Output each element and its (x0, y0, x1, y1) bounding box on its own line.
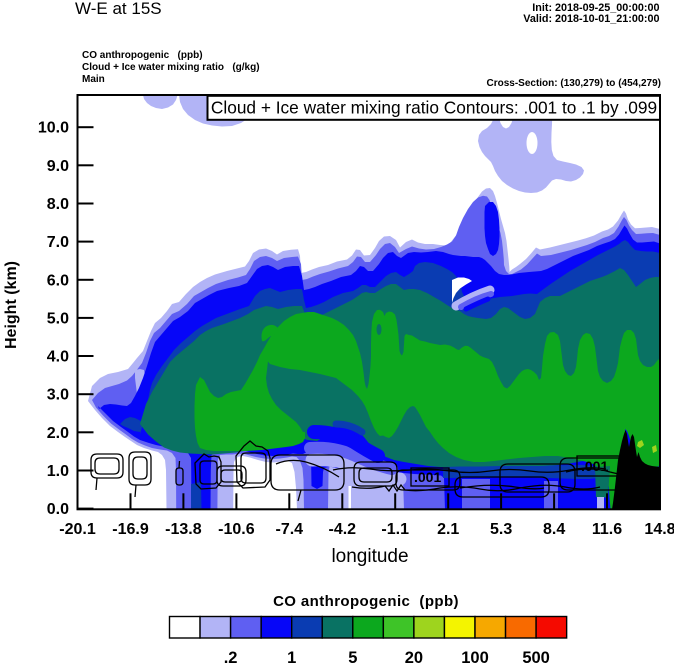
svg-text:Init: 2018-09-25_00:00:00: Init: 2018-09-25_00:00:00 (532, 2, 659, 14)
svg-text:2.1: 2.1 (437, 521, 459, 538)
svg-text:14.8: 14.8 (644, 521, 674, 538)
svg-text:3.0: 3.0 (47, 387, 69, 404)
svg-text:-10.6: -10.6 (218, 521, 255, 538)
svg-text:Cloud + Ice water mixing ratio: Cloud + Ice water mixing ratio (g/kg) (82, 62, 260, 73)
svg-text:500: 500 (522, 649, 550, 667)
svg-text:Height (km): Height (km) (3, 261, 20, 349)
svg-text:9.0: 9.0 (47, 158, 69, 175)
svg-text:-20.1: -20.1 (59, 521, 96, 538)
svg-text:.001: .001 (414, 469, 441, 485)
svg-text:Cross-Section: (130,279) to (4: Cross-Section: (130,279) to (454,279) (486, 78, 661, 89)
svg-text:1: 1 (287, 649, 296, 667)
svg-text:8.0: 8.0 (47, 196, 69, 213)
svg-text:5: 5 (348, 649, 357, 667)
svg-text:-7.4: -7.4 (276, 521, 304, 538)
svg-text:-16.9: -16.9 (112, 521, 149, 538)
svg-text:0.0: 0.0 (47, 501, 69, 518)
svg-text:2.0: 2.0 (47, 425, 69, 442)
svg-text:20: 20 (405, 649, 423, 667)
svg-text:Main: Main (82, 74, 105, 85)
svg-text:.001: .001 (581, 458, 608, 474)
svg-text:Cloud + Ice water mixing ratio: Cloud + Ice water mixing ratio Contours:… (211, 98, 657, 118)
svg-text:5.3: 5.3 (490, 521, 512, 538)
svg-text:longitude: longitude (331, 546, 408, 567)
svg-text:6.0: 6.0 (47, 272, 69, 289)
svg-text:4.0: 4.0 (47, 349, 69, 366)
svg-text:CO anthropogenic (ppb): CO anthropogenic (ppb) (273, 593, 459, 610)
svg-text:11.6: 11.6 (592, 521, 622, 538)
svg-text:100: 100 (461, 649, 489, 667)
svg-text:1.0: 1.0 (47, 463, 69, 480)
svg-text:-13.8: -13.8 (165, 521, 202, 538)
svg-text:CO anthropogenic (ppb): CO anthropogenic (ppb) (82, 50, 203, 61)
svg-text:8.4: 8.4 (543, 521, 565, 538)
svg-text:7.0: 7.0 (47, 234, 69, 251)
svg-text:.2: .2 (224, 649, 238, 667)
svg-text:5.0: 5.0 (47, 310, 69, 327)
svg-text:-4.2: -4.2 (329, 521, 357, 538)
svg-text:-1.1: -1.1 (381, 521, 409, 538)
svg-text:Valid: 2018-10-01_21:00:00: Valid: 2018-10-01_21:00:00 (523, 13, 659, 25)
svg-text:10.0: 10.0 (38, 120, 69, 137)
svg-text:W-E at 15S: W-E at 15S (75, 0, 162, 18)
